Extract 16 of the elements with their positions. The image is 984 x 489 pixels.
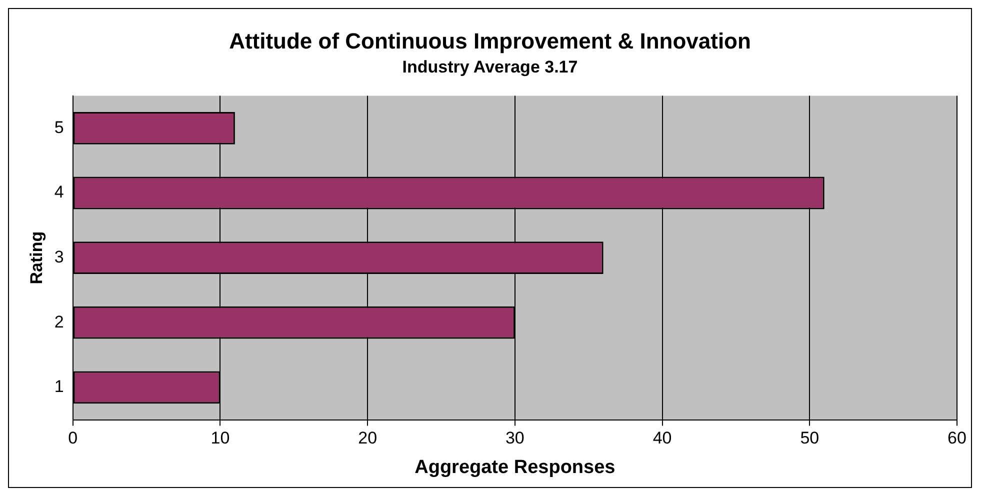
y-tick-label: 4 bbox=[54, 182, 64, 202]
x-tick-label: 20 bbox=[358, 428, 378, 448]
chart-subtitle: Industry Average 3.17 bbox=[402, 57, 578, 76]
x-tick-label: 10 bbox=[210, 428, 230, 448]
x-tick-label: 30 bbox=[505, 428, 524, 448]
y-tick-label: 1 bbox=[54, 377, 64, 396]
x-tick-label: 60 bbox=[948, 428, 966, 448]
y-tick-label: 2 bbox=[54, 312, 64, 332]
x-tick-label: 50 bbox=[800, 428, 820, 448]
y-tick-label: 5 bbox=[54, 118, 64, 137]
x-tick-label: 0 bbox=[68, 428, 78, 448]
x-axis-title: Aggregate Responses bbox=[414, 456, 616, 478]
y-axis-title: Rating bbox=[26, 231, 46, 284]
chart-title: Attitude of Continuous Improvement & Innovation bbox=[229, 28, 751, 54]
x-tick-label: 40 bbox=[652, 428, 672, 448]
y-tick-label: 3 bbox=[54, 247, 64, 266]
